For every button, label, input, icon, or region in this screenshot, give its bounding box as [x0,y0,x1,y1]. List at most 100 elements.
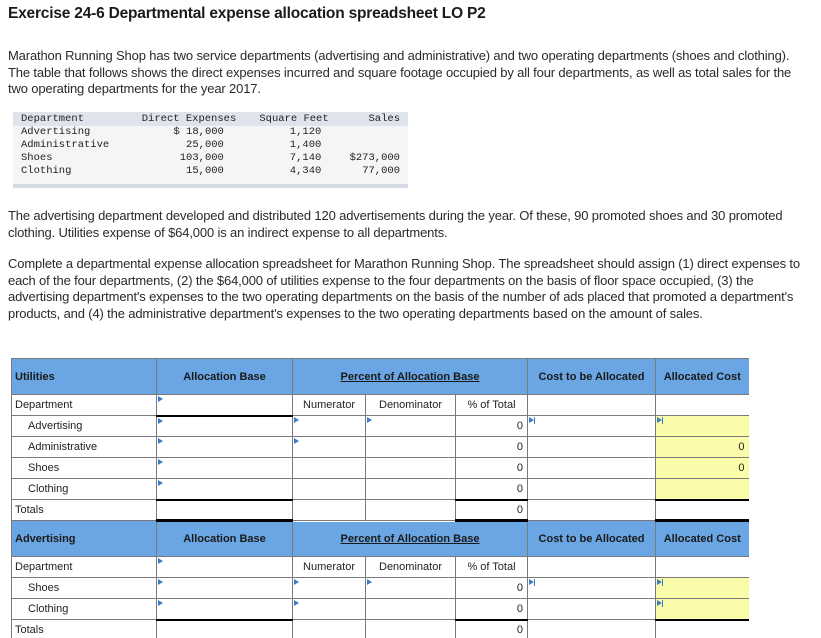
allocation-base-input[interactable] [156,457,293,479]
pct-total-value: 0 [455,436,528,458]
table-row: Shoes 0 0 [11,457,749,479]
source-table-header: Department Direct Expenses Square Feet S… [13,112,408,126]
denominator-input[interactable] [365,436,456,458]
dropdown-marker-icon [529,417,535,424]
header-department: Department [21,113,85,125]
pct-total-sum: 0 [455,618,528,638]
cost-to-be-allocated-input[interactable] [527,577,656,599]
department-label: Department [11,394,157,416]
pct-total-value: 0 [455,457,528,479]
pct-total-value: 0 [455,415,528,437]
square-feet: 7,140 [289,152,322,164]
numerator-input[interactable] [292,478,366,500]
totals-row: Totals 0 [11,498,749,522]
cost-to-be-allocated-input[interactable] [527,598,656,620]
pct-total-label: % of Total [455,556,528,578]
denominator-input[interactable] [365,598,456,620]
allocation-base-name-input[interactable] [156,556,293,578]
header-direct-expenses: Direct Expenses [141,113,237,125]
cost-to-be-allocated-input[interactable] [527,415,656,437]
department-name: Clothing [21,165,72,177]
table-row: Clothing 0 [11,478,749,500]
allocated-cost-total [655,498,749,522]
square-feet: 4,340 [289,165,322,177]
sales: $273,000 [349,152,400,164]
allocated-cost-total [655,618,749,638]
allocation-base-input[interactable] [156,436,293,458]
dropdown-marker-icon [158,438,163,444]
advertising-header-row: Advertising Allocation Base Percent of A… [11,520,749,557]
header-sales: Sales [368,113,400,125]
allocation-base-header: Allocation Base [156,520,293,557]
instructions-paragraph: Complete a departmental expense allocati… [8,256,800,321]
allocated-cost-input[interactable] [655,598,749,620]
dropdown-marker-icon [294,579,299,585]
pct-total-value: 0 [455,577,528,599]
allocation-base-header: Allocation Base [156,358,293,395]
denominator-label: Denominator [365,394,456,416]
allocated-cost-input[interactable] [655,478,749,500]
allocated-cost-input[interactable]: 0 [655,457,749,479]
allocation-base-input[interactable] [156,598,293,620]
percent-allocation-base-header: Percent of Allocation Base [292,520,528,557]
cost-to-be-allocated-header: Cost to be Allocated [527,520,656,557]
cost-to-be-allocated-input[interactable] [527,457,656,479]
allocation-base-input[interactable] [156,478,293,500]
allocation-base-name-input[interactable] [156,394,293,416]
numerator-input[interactable] [292,598,366,620]
dropdown-marker-icon [158,459,163,465]
percent-allocation-base-label: Percent of Allocation Base [340,533,480,545]
denominator-input[interactable] [365,478,456,500]
sales [343,126,408,139]
pct-total-value: 0 [455,598,528,620]
utilities-header-row: Utilities Allocation Base Percent of All… [11,358,749,395]
table-row: Advertising 0 [11,414,749,437]
allocation-base-input[interactable] [156,577,293,599]
row-label: Clothing [11,598,157,620]
cost-to-be-allocated-input[interactable] [527,478,656,500]
numerator-input[interactable] [292,415,366,437]
denominator-input[interactable] [365,457,456,479]
allocated-cost-header: Allocated Cost [655,358,749,395]
ads-paragraph: The advertising department developed and… [8,208,783,240]
table-row: Shoes 0 [11,577,749,599]
row-label: Shoes [11,457,157,479]
numerator-input[interactable] [292,457,366,479]
department-name: Administrative [21,139,110,151]
numerator-label: Numerator [292,394,366,416]
denominator-input[interactable] [365,577,456,599]
row-label: Shoes [11,577,157,599]
totals-row: Totals 0 [11,618,749,638]
direct-expense: 25,000 [186,139,224,151]
dropdown-marker-icon [158,558,163,564]
denominator-label: Denominator [365,556,456,578]
dropdown-marker-icon [294,417,299,423]
totals-label: Totals [11,499,157,521]
numerator-input[interactable] [292,577,366,599]
pct-total-sum: 0 [455,498,528,522]
allocated-cost-input[interactable]: 0 [655,436,749,458]
allocation-base-total [156,618,293,638]
allocation-base-total [156,498,293,522]
section-title-utilities: Utilities [11,358,157,395]
direct-expense: $ 18,000 [173,126,224,138]
source-row: Advertising $ 18,000 1,120 [13,126,408,139]
dropdown-marker-icon [158,480,163,486]
allocated-cost-header: Allocated Cost [655,520,749,557]
source-table-footer [13,184,408,188]
dropdown-marker-icon [657,417,663,424]
allocated-cost-input[interactable] [655,415,749,437]
allocated-cost-input[interactable] [655,577,749,599]
dropdown-marker-icon [158,396,163,402]
dropdown-marker-icon [158,417,163,424]
table-row: Clothing 0 [11,598,749,620]
cost-to-be-allocated-input[interactable] [527,436,656,458]
row-label: Administrative [11,436,157,458]
denominator-input[interactable] [365,415,456,437]
numerator-input[interactable] [292,436,366,458]
dropdown-marker-icon [294,600,299,606]
square-feet: 1,120 [289,126,322,138]
department-label: Department [11,556,157,578]
allocation-base-input[interactable] [156,414,293,437]
source-data-table: Department Direct Expenses Square Feet S… [13,112,408,188]
